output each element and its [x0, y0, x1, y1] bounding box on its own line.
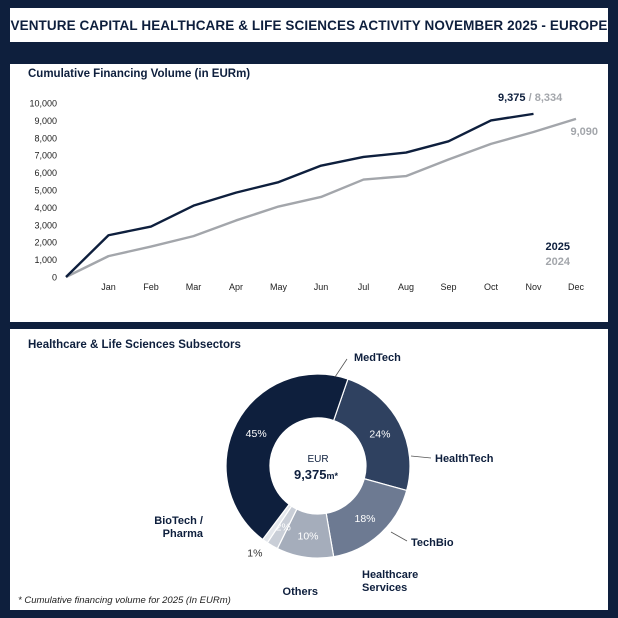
center-value-unit: m*: [327, 471, 339, 481]
y-tick-label: 5,000: [34, 186, 57, 196]
y-tick-label: 6,000: [34, 168, 57, 178]
x-tick-label: Sep: [440, 282, 456, 292]
label-line: BioTech /: [154, 515, 203, 527]
x-tick-label: Dec: [568, 282, 585, 292]
x-tick-label: Mar: [186, 282, 202, 292]
page-title: VENTURE CAPITAL HEALTHCARE & LIFE SCIENC…: [10, 17, 608, 33]
x-tick-label: Feb: [143, 282, 159, 292]
healthtech-label: HealthTech: [435, 453, 494, 465]
slice-percent-label: 10%: [298, 530, 319, 542]
others-label: Others: [283, 586, 318, 598]
medtech-leader: [334, 358, 348, 378]
y-tick-label: 0: [52, 273, 57, 283]
center-currency: EUR: [307, 454, 328, 465]
x-tick-label: Oct: [484, 282, 499, 292]
center-value-number: 9,375: [294, 467, 327, 482]
healthtech-leader: [410, 455, 432, 459]
biotech-label: BioTech / Pharma: [154, 515, 204, 540]
x-tick-label: Aug: [398, 282, 414, 292]
healthcare-services-label: Healthcare Services: [362, 569, 418, 594]
donut-slice: [332, 378, 411, 492]
y-tick-label: 8,000: [34, 133, 57, 143]
y-tick-label: 3,000: [34, 220, 57, 230]
x-tick-label: Jul: [358, 282, 370, 292]
y-tick-label: 2,000: [34, 238, 57, 248]
techbio-leader: [390, 531, 408, 542]
donut-chart-panel: Healthcare & Life Sciences Subsectors 24…: [10, 329, 608, 610]
x-tick-label: Jan: [101, 282, 116, 292]
nov-value-label: 9,375 / 8,334: [498, 92, 563, 104]
label-line: Services: [362, 582, 407, 594]
line-chart-title: Cumulative Financing Volume (in EURm): [28, 68, 251, 80]
donut-chart: 24%MedTech18%HealthTech10%TechBio2%Healt…: [154, 352, 494, 598]
center-value: 9,375m*: [294, 467, 339, 482]
y-tick-label: 7,000: [34, 151, 57, 161]
y-tick-label: 1,000: [34, 255, 57, 265]
legend-2025: 2025: [546, 241, 570, 253]
slice-percent-label: 18%: [355, 513, 376, 525]
medtech-label: MedTech: [354, 352, 401, 364]
header-bar: VENTURE CAPITAL HEALTHCARE & LIFE SCIENC…: [10, 8, 608, 42]
series-2024-line: [65, 117, 577, 279]
line-chart-panel: Cumulative Financing Volume (in EURm) 0 1…: [10, 64, 608, 322]
x-tick-label: May: [270, 282, 288, 292]
series-2025-line: [65, 112, 534, 278]
slice-percent-label: 24%: [369, 428, 390, 440]
line-chart: 0 1,000 2,000 3,000 4,000 5,000 6,000 7,000 8,00…: [29, 92, 598, 292]
slice-percent-label: 1%: [247, 548, 262, 560]
x-tick-label: Apr: [229, 282, 243, 292]
y-tick-label: 4,000: [34, 203, 57, 213]
y-tick-label: 9,000: [34, 116, 57, 126]
x-tick-label: Nov: [525, 282, 542, 292]
y-tick-label: 10,000: [29, 99, 57, 109]
donut-slice: [225, 373, 349, 541]
legend-2024: 2024: [546, 256, 571, 268]
x-tick-label: Jun: [314, 282, 329, 292]
slice-percent-label: 45%: [246, 428, 267, 440]
label-line: Pharma: [163, 528, 204, 540]
nov-2024-value: / 8,334: [529, 92, 564, 104]
donut-chart-title: Healthcare & Life Sciences Subsectors: [28, 339, 241, 351]
footnote: * Cumulative financing volume for 2025 (…: [18, 595, 231, 606]
dec-2024-value: 9,090: [570, 126, 598, 138]
nov-2025-value: 9,375: [498, 92, 529, 104]
techbio-label: TechBio: [411, 537, 454, 549]
label-line: Healthcare: [362, 569, 418, 581]
